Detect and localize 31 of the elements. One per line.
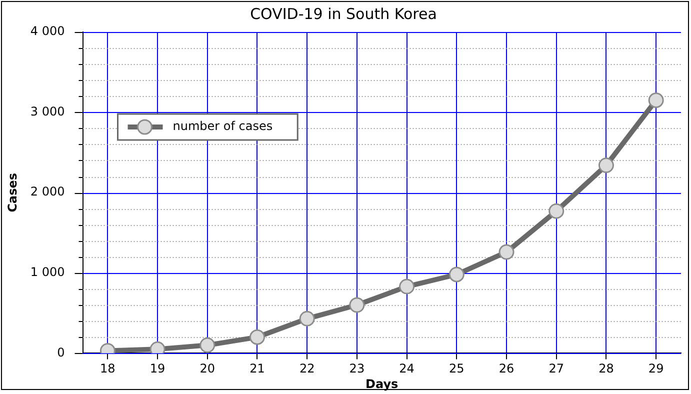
- point: [399, 278, 415, 294]
- x-tick-label: 25: [449, 362, 464, 376]
- x-tick-label: 23: [349, 362, 365, 376]
- point: [498, 244, 514, 260]
- x-tick-label: 21: [250, 362, 265, 376]
- x-tick-label: 20: [200, 362, 216, 376]
- y-tick-label: 3 000: [30, 104, 65, 118]
- x-tick-label: 18: [100, 362, 116, 376]
- point: [648, 92, 664, 108]
- y-tick-label: 1 000: [30, 265, 65, 280]
- point: [299, 310, 315, 326]
- chart-title: COVID-19 in South Korea: [250, 4, 437, 23]
- point: [548, 203, 564, 219]
- x-tick-label: 28: [598, 362, 614, 376]
- x-tick-label: 27: [548, 362, 564, 376]
- y-axis-title: Cases: [5, 172, 20, 212]
- y-tick-label: 2 000: [30, 184, 65, 199]
- x-tick-label: 26: [498, 362, 514, 376]
- point: [200, 337, 216, 353]
- x-tick-label: 19: [150, 362, 166, 376]
- x-tick-label: 22: [299, 362, 315, 376]
- point: [249, 329, 265, 345]
- point: [349, 297, 365, 313]
- x-axis-title: Days: [366, 376, 398, 391]
- y-tick-label: 4 000: [30, 24, 65, 38]
- point: [448, 266, 464, 282]
- legend-label: number of cases: [172, 119, 273, 134]
- y-tick-label: 0: [57, 345, 65, 360]
- x-tick-label: 29: [648, 362, 664, 376]
- x-tick-label: 24: [399, 362, 414, 376]
- point: [598, 158, 614, 174]
